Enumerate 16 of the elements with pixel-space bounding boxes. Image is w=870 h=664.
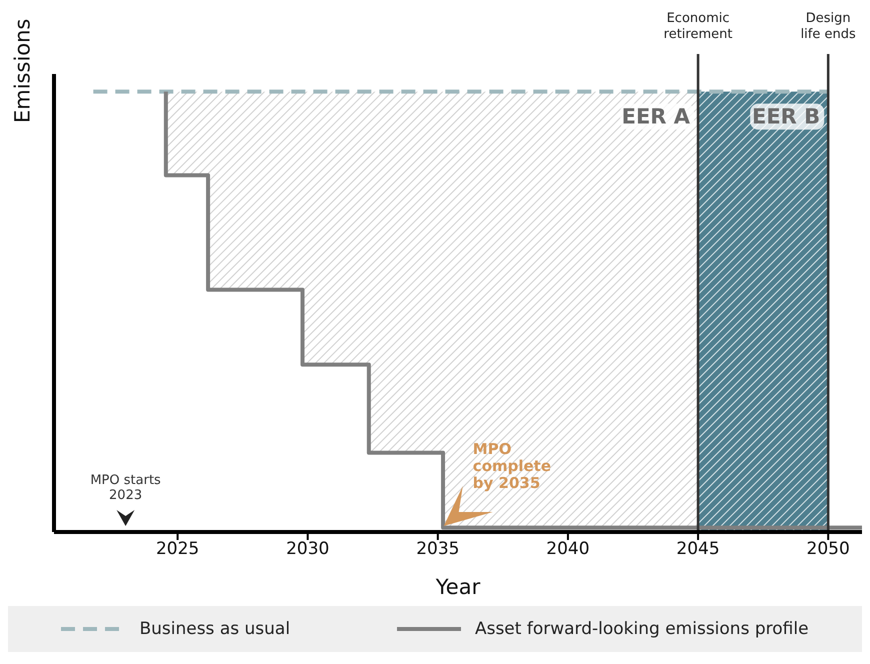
legend-label: Asset forward-looking emissions profile (474, 619, 809, 639)
x-axis-title: Year (434, 575, 481, 599)
x-tick-label: 2040 (546, 539, 590, 560)
ref-line-label: Design life ends (800, 11, 856, 42)
y-axis-title: Emissions (10, 18, 34, 123)
legend-label: Business as usual (139, 619, 290, 639)
annotation: MPO complete by 2035 (472, 440, 552, 492)
annotation: MPO starts 2023 (90, 473, 162, 503)
x-tick-label: 2050 (806, 539, 850, 560)
ref-line-label: Economic retirement (664, 11, 732, 42)
x-tick-label: 2035 (416, 539, 460, 560)
band-label: EER B (752, 104, 820, 129)
x-tick-label: 2045 (676, 539, 720, 560)
x-tick-label: 2025 (156, 539, 200, 560)
band-label: EER A (622, 104, 691, 129)
x-tick-label: 2030 (286, 539, 330, 560)
